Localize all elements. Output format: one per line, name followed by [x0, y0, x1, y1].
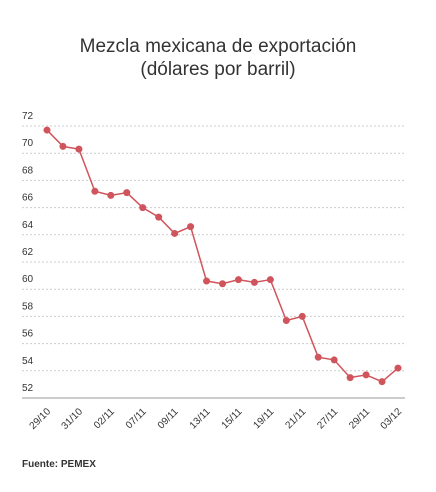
point	[346, 374, 354, 382]
y-tick-label: 58	[22, 301, 34, 312]
y-tick-label: 72	[22, 111, 34, 122]
point	[59, 142, 67, 150]
point	[91, 187, 99, 195]
point	[155, 213, 163, 221]
x-tick-label: 02/11	[92, 406, 117, 431]
x-tick-label: 15/11	[220, 406, 245, 431]
x-tick-label: 03/12	[379, 406, 405, 432]
point	[394, 364, 402, 372]
y-tick-label: 54	[22, 356, 34, 367]
point	[43, 126, 51, 134]
point	[282, 316, 290, 324]
point	[234, 276, 242, 284]
point	[330, 356, 338, 364]
x-tick-label: 09/11	[156, 406, 181, 431]
y-tick-label: 62	[22, 247, 34, 258]
y-tick-label: 52	[22, 383, 34, 394]
point	[250, 278, 258, 286]
y-tick-label: 64	[22, 220, 34, 231]
point	[123, 189, 131, 197]
point	[362, 371, 370, 379]
y-tick-label: 70	[22, 138, 34, 149]
x-tick-label: 19/11	[252, 406, 277, 431]
point	[171, 229, 179, 237]
y-tick-label: 68	[22, 165, 34, 176]
chart-subtitle: (dólares por barril)	[140, 59, 295, 80]
point	[139, 204, 147, 212]
x-tick-label: 29/11	[347, 406, 372, 431]
point	[378, 378, 386, 386]
x-tick-label: 27/11	[315, 406, 340, 431]
point	[75, 145, 83, 153]
x-tick-label: 07/11	[124, 406, 149, 431]
point	[219, 280, 226, 288]
chart-title: Mezcla mexicana de exportación	[80, 36, 357, 57]
x-tick-label: 21/11	[283, 406, 308, 431]
point	[203, 277, 211, 285]
point	[314, 353, 322, 361]
point	[107, 191, 115, 199]
point	[298, 312, 306, 320]
x-tick-label: 31/10	[60, 406, 86, 432]
y-tick-label: 60	[22, 274, 34, 285]
y-tick-label: 56	[22, 329, 34, 340]
point	[187, 223, 195, 231]
source: Fuente: PEMEX	[22, 459, 96, 470]
x-tick-label: 13/11	[188, 406, 213, 431]
y-tick-label: 66	[22, 193, 34, 204]
point	[266, 276, 274, 284]
x-tick-label: 29/10	[28, 406, 54, 432]
